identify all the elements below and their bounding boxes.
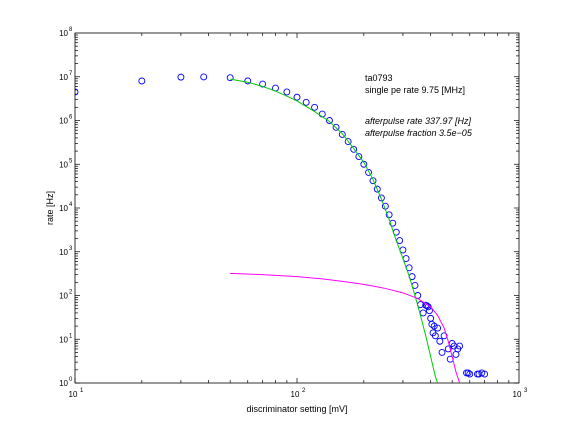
- y-tick-label-exponent: 3: [69, 246, 73, 252]
- data-point: [244, 77, 252, 85]
- data-point: [431, 332, 439, 340]
- data-point: [369, 177, 377, 185]
- data-point: [444, 345, 452, 353]
- data-point: [466, 370, 474, 378]
- x-axis-label: discriminator setting [mV]: [246, 404, 347, 414]
- y-tick-label: 10: [59, 379, 68, 388]
- data-point: [425, 307, 433, 315]
- y-tick-label-exponent: 7: [69, 71, 73, 77]
- x-tick-label: 10: [291, 390, 300, 399]
- data-point: [325, 117, 333, 124]
- y-tick-label-exponent: 1: [69, 333, 73, 339]
- data-point: [344, 138, 352, 146]
- annotation-block: ta0793 single pe rate 9.75 [MHz] afterpu…: [365, 73, 473, 138]
- data-point: [360, 160, 368, 168]
- y-axis-label: rate [Hz]: [45, 191, 55, 225]
- annotation-id: ta0793: [365, 73, 393, 83]
- y-tick-label-exponent: 4: [69, 202, 73, 208]
- y-tick-label: 10: [59, 73, 68, 82]
- y-tick-label-exponent: 2: [69, 290, 73, 296]
- data-point: [377, 194, 385, 202]
- data-point: [226, 74, 234, 82]
- y-tick-label: 10: [59, 248, 68, 257]
- y-tick-label-exponent: 8: [69, 27, 73, 33]
- annotation-afterpulse-rate: afterpulse rate 337.97 [Hz]: [365, 116, 472, 126]
- data-point: [434, 324, 442, 332]
- y-tick-label: 10: [59, 160, 68, 169]
- axis-ticks: [74, 33, 519, 384]
- annotation-afterpulse-fraction: afterpulse fraction 3.5e−05: [365, 128, 473, 138]
- y-tick-label-exponent: 0: [69, 377, 73, 383]
- x-tick-label-exponent: 2: [302, 388, 306, 394]
- y-tick-label: 10: [59, 29, 68, 38]
- data-point: [138, 77, 146, 85]
- y-tick-label: 10: [59, 204, 68, 213]
- fit-curve-2: [230, 272, 461, 383]
- y-tick-label: 10: [59, 335, 68, 344]
- data-point: [332, 123, 340, 131]
- data-point: [389, 219, 397, 227]
- data-point: [311, 103, 319, 111]
- x-tick-label-exponent: 3: [524, 388, 528, 394]
- data-point: [430, 322, 438, 330]
- data-point: [259, 80, 267, 88]
- x-tick-label: 10: [69, 390, 78, 399]
- data-point: [481, 370, 489, 378]
- fit-curve-1: [230, 78, 439, 383]
- data-point: [373, 185, 381, 193]
- data-point: [436, 337, 444, 345]
- y-tick-label: 10: [59, 117, 68, 126]
- data-point: [338, 130, 346, 138]
- data-point: [75, 88, 79, 96]
- data-point: [200, 73, 208, 81]
- series-layer: [75, 73, 489, 383]
- data-point: [293, 93, 301, 101]
- x-tick-label: 10: [513, 390, 522, 399]
- data-point: [385, 211, 393, 219]
- data-point: [302, 98, 310, 106]
- data-point: [456, 342, 464, 350]
- data-point: [355, 153, 363, 160]
- data-point: [428, 320, 436, 328]
- data-point: [283, 88, 291, 96]
- x-tick-label-exponent: 1: [80, 388, 84, 394]
- data-point: [365, 168, 372, 176]
- plot-frame: [74, 32, 520, 384]
- annotation-single-pe-rate: single pe rate 9.75 [MHz]: [365, 85, 465, 95]
- plot-area: [74, 32, 520, 384]
- data-point: [177, 73, 185, 81]
- y-tick-label-exponent: 6: [69, 115, 73, 121]
- data-point: [438, 348, 446, 356]
- y-tick-label-exponent: 5: [69, 158, 73, 164]
- data-point: [350, 145, 358, 153]
- data-point: [440, 332, 448, 340]
- y-tick-label: 10: [59, 292, 68, 301]
- data-point: [464, 369, 472, 377]
- tick-labels: 10 1 10 2 10 310 010 110 210 310 410 510 610 710 8: [59, 27, 528, 399]
